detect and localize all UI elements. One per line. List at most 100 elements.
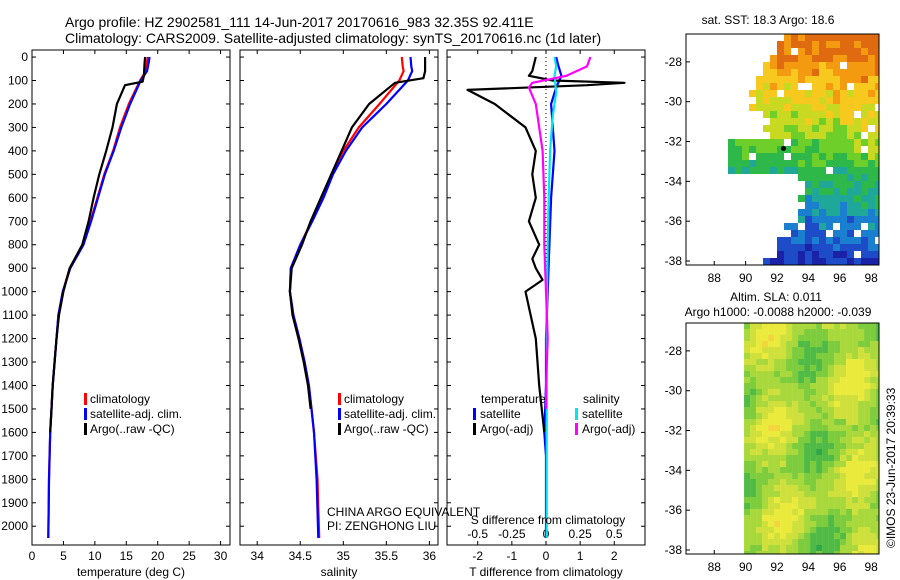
- sla-cell: [750, 425, 757, 431]
- sst-cell: [833, 230, 840, 237]
- sla-cell: [744, 323, 751, 329]
- sst-cell: [798, 167, 805, 174]
- legend-label-s-argo: Argo(-adj): [582, 422, 635, 436]
- sst-cell: [742, 160, 749, 167]
- sst-cell: [854, 244, 861, 251]
- sst-cell: [784, 237, 791, 244]
- sst-cell: [833, 69, 840, 76]
- sla-cell: [798, 527, 805, 533]
- sst-cell: [840, 209, 847, 216]
- sla-cell: [762, 539, 769, 545]
- sla-cell: [798, 431, 805, 437]
- sla-cell: [822, 509, 829, 515]
- sla-cell: [756, 437, 763, 443]
- sst-cell: [791, 97, 798, 104]
- sst-cell: [826, 174, 833, 181]
- map-x-tick-label: 96: [833, 560, 847, 574]
- sla-cell: [858, 455, 865, 461]
- sla-cell: [870, 455, 877, 461]
- sst-cell: [777, 111, 784, 118]
- sla-cell: [816, 461, 823, 467]
- sla-cell: [870, 377, 877, 383]
- sst-cell: [777, 83, 784, 90]
- sst-cell: [854, 76, 861, 83]
- sst-cell: [798, 76, 805, 83]
- sst-cell: [868, 167, 875, 174]
- sla-cell: [780, 467, 787, 473]
- sst-cell: [812, 230, 819, 237]
- sla-cell: [822, 473, 829, 479]
- sla-cell: [810, 461, 817, 467]
- sla-cell: [870, 449, 877, 455]
- sst-cell: [854, 90, 861, 97]
- sla-cell: [804, 467, 811, 473]
- sst-cell: [861, 237, 868, 244]
- sla-cell: [852, 545, 859, 551]
- sla-cell: [756, 323, 763, 329]
- sla-cell: [804, 377, 811, 383]
- sla-cell: [840, 455, 847, 461]
- sla-cell: [816, 341, 823, 347]
- sla-cell: [816, 323, 823, 329]
- sst-cell: [805, 76, 812, 83]
- sst-cell: [833, 153, 840, 160]
- sst-cell: [847, 167, 854, 174]
- sst-cell: [826, 188, 833, 195]
- sla-cell: [840, 359, 847, 365]
- sst-cell: [868, 132, 875, 139]
- sla-cell: [822, 533, 829, 539]
- sla-cell: [840, 407, 847, 413]
- sla-cell: [792, 329, 799, 335]
- sst-cell: [833, 195, 840, 202]
- sla-cell: [858, 323, 865, 329]
- sst-cell: [784, 125, 791, 132]
- pressure-tick-label: 200: [8, 97, 28, 111]
- sst-cell: [812, 251, 819, 258]
- sst-cell: [833, 237, 840, 244]
- sst-cell: [763, 62, 770, 69]
- sla-cell: [804, 371, 811, 377]
- sla-cell: [816, 365, 823, 371]
- sst-cell: [770, 160, 777, 167]
- sla-cell: [864, 491, 871, 497]
- sla-cell: [774, 413, 781, 419]
- sst-cell: [833, 55, 840, 62]
- sla-cell: [768, 443, 775, 449]
- sst-map-title: sat. SST: 18.3 Argo: 18.6: [702, 13, 835, 27]
- sst-cell: [854, 97, 861, 104]
- x-tick-label: 35: [337, 549, 351, 563]
- sla-cell: [774, 329, 781, 335]
- sst-cell: [833, 258, 840, 265]
- map-x-tick-label: 94: [802, 560, 816, 574]
- sla-cell: [768, 545, 775, 551]
- sst-cell: [770, 104, 777, 111]
- x-tick-label: -2: [472, 549, 483, 563]
- sla-cell: [744, 413, 751, 419]
- sla-cell: [864, 407, 871, 413]
- sla-cell: [858, 419, 865, 425]
- sst-cell: [791, 76, 798, 83]
- sst-cell: [854, 153, 861, 160]
- pressure-tick-label: 600: [8, 191, 28, 205]
- sla-cell: [834, 389, 841, 395]
- map-x-tick-label: 96: [833, 271, 847, 285]
- sst-cell: [777, 167, 784, 174]
- sst-cell: [826, 216, 833, 223]
- sla-cell: [792, 539, 799, 545]
- sla-cell: [816, 419, 823, 425]
- sst-cell: [763, 97, 770, 104]
- sla-cell: [852, 353, 859, 359]
- sla-cell: [864, 521, 871, 527]
- sla-cell: [822, 455, 829, 461]
- sla-cell: [792, 401, 799, 407]
- sst-cell: [854, 209, 861, 216]
- sla-cell: [798, 443, 805, 449]
- legend-swatch-s-argo: [575, 423, 578, 435]
- sst-cell: [826, 104, 833, 111]
- sst-cell: [812, 244, 819, 251]
- x-tick-label: 34: [251, 549, 265, 563]
- sst-cell: [840, 188, 847, 195]
- sla-cell: [780, 323, 787, 329]
- sst-cell: [861, 195, 868, 202]
- sst-cell: [819, 251, 826, 258]
